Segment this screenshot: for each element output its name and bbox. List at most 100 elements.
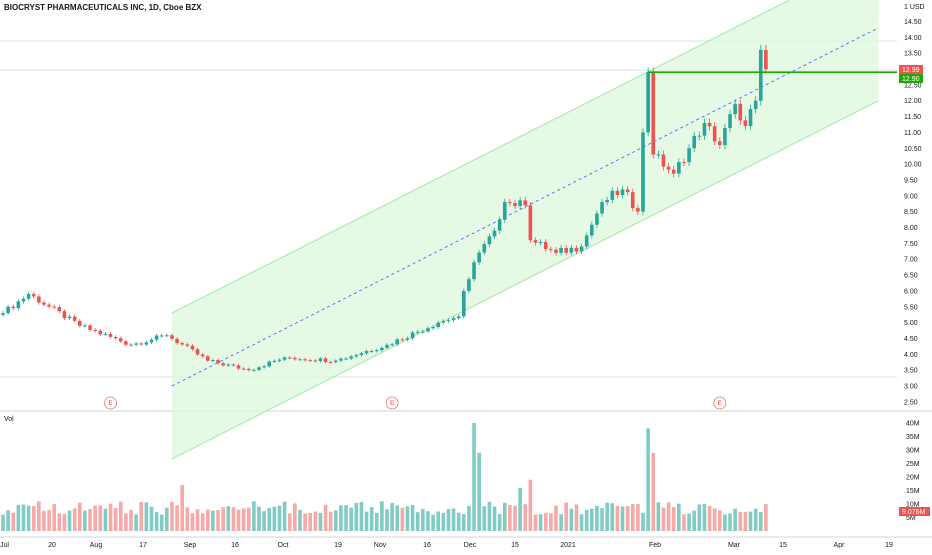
volume-bar [523, 504, 528, 531]
candle-body [574, 247, 579, 252]
volume-bar [72, 508, 77, 531]
candle-body [252, 369, 256, 371]
price-axis-unit: 1 USD [904, 4, 925, 11]
volume-bar [52, 504, 56, 531]
earnings-label: E [390, 401, 394, 407]
volume-bar [165, 507, 169, 531]
volume-bar [446, 509, 451, 531]
volume-bar [625, 506, 630, 531]
volume-bar [533, 514, 538, 531]
close-price-tag-text: 12.99 [902, 67, 920, 74]
candle-body [83, 325, 87, 327]
candle-body [718, 141, 722, 146]
candle-body [108, 333, 113, 337]
volume-bar [538, 514, 543, 531]
candle-body [134, 343, 138, 345]
earnings-icon[interactable] [104, 396, 117, 410]
volume-bar [518, 487, 522, 531]
volume-bar [677, 503, 681, 531]
volume-bar [467, 505, 471, 531]
volume-axis-tick: 15M [906, 488, 920, 495]
price-axis-tick: 13.50 [904, 51, 922, 58]
volume-bar [246, 507, 251, 531]
price-axis-tick: 7.00 [904, 257, 918, 264]
candle-body [702, 122, 707, 136]
candle-body [564, 248, 568, 253]
candle-body [390, 344, 394, 346]
time-axis-tick: Apr [834, 542, 846, 549]
price-axis-tick: 4.00 [904, 352, 918, 359]
volume-bar [67, 510, 72, 531]
time-axis-tick: 16 [231, 542, 239, 549]
level-price-tag-bg [899, 74, 923, 83]
candle-body [221, 363, 225, 366]
volume-bar [287, 513, 292, 531]
volume-bar [236, 509, 241, 531]
price-axis-tick: 14.50 [904, 19, 922, 26]
candle-body [170, 335, 174, 339]
price-axis[interactable]: 1 USD14.5014.0013.5013.0012.5012.0011.50… [904, 4, 925, 406]
candle-body [303, 359, 307, 361]
candle-body [149, 339, 154, 343]
candle-body [753, 100, 758, 110]
candle-body [344, 358, 348, 360]
volume-bar [369, 506, 374, 531]
time-axis-tick: 15 [511, 542, 519, 549]
candle-body [165, 335, 169, 337]
volume-bar [605, 502, 609, 531]
candle-body [584, 235, 589, 247]
candle-body [374, 350, 379, 352]
candle-body [687, 148, 691, 163]
volume-bar [554, 505, 558, 531]
earnings-icon[interactable] [713, 396, 727, 410]
volume-bar [293, 503, 297, 531]
volume-bars [1, 423, 768, 531]
volume-bar [241, 508, 246, 531]
price-axis-tick: 10.50 [904, 146, 922, 153]
candle-body [195, 349, 200, 355]
candle-body [728, 114, 732, 128]
candle-body [190, 345, 195, 350]
candle-body [733, 103, 737, 115]
volume-bar [180, 485, 184, 531]
earnings-icon[interactable] [385, 396, 399, 410]
volume-bar [118, 501, 123, 531]
candle-body [559, 248, 563, 253]
candle-body [11, 306, 16, 309]
price-axis-tick: 8.50 [904, 209, 918, 216]
price-axis-tick: 11.50 [904, 114, 921, 121]
volume-bar [743, 511, 748, 531]
volume-bar [630, 504, 635, 531]
volume-bar [559, 514, 563, 531]
volume-bar [277, 505, 282, 531]
volume-value-tag: 9.076M [899, 507, 930, 516]
volume-bar [257, 506, 261, 531]
candle-body [554, 249, 558, 253]
candle-body [533, 240, 538, 243]
volume-bar [723, 514, 727, 531]
volume-bar [733, 508, 737, 531]
candle-body [103, 333, 108, 335]
candle-body [405, 338, 410, 340]
candle-body [707, 122, 712, 127]
time-axis-tick: Feb [649, 542, 661, 549]
candle-body [67, 316, 72, 319]
candle-body [610, 190, 615, 200]
price-axis-tick: 6.00 [904, 288, 918, 295]
volume-value-tag-text: 9.076M [902, 509, 926, 516]
candle-body [712, 126, 717, 142]
level-price-tag-text: 12.90 [902, 76, 920, 83]
candle-body [139, 343, 144, 345]
volume-bar [380, 501, 384, 531]
time-axis-tick: 20 [48, 542, 56, 549]
candle-body [528, 205, 533, 241]
candle-body [487, 236, 492, 245]
time-axis-tick: 2021 [560, 542, 576, 549]
candles [1, 44, 768, 372]
time-axis[interactable]: Jul 20 Aug 17 Sep 16 Oct 19 Nov 16 Dec 15 2021 Feb Mar… [0, 542, 893, 549]
candle-body [159, 335, 164, 337]
candle-body [37, 296, 41, 303]
